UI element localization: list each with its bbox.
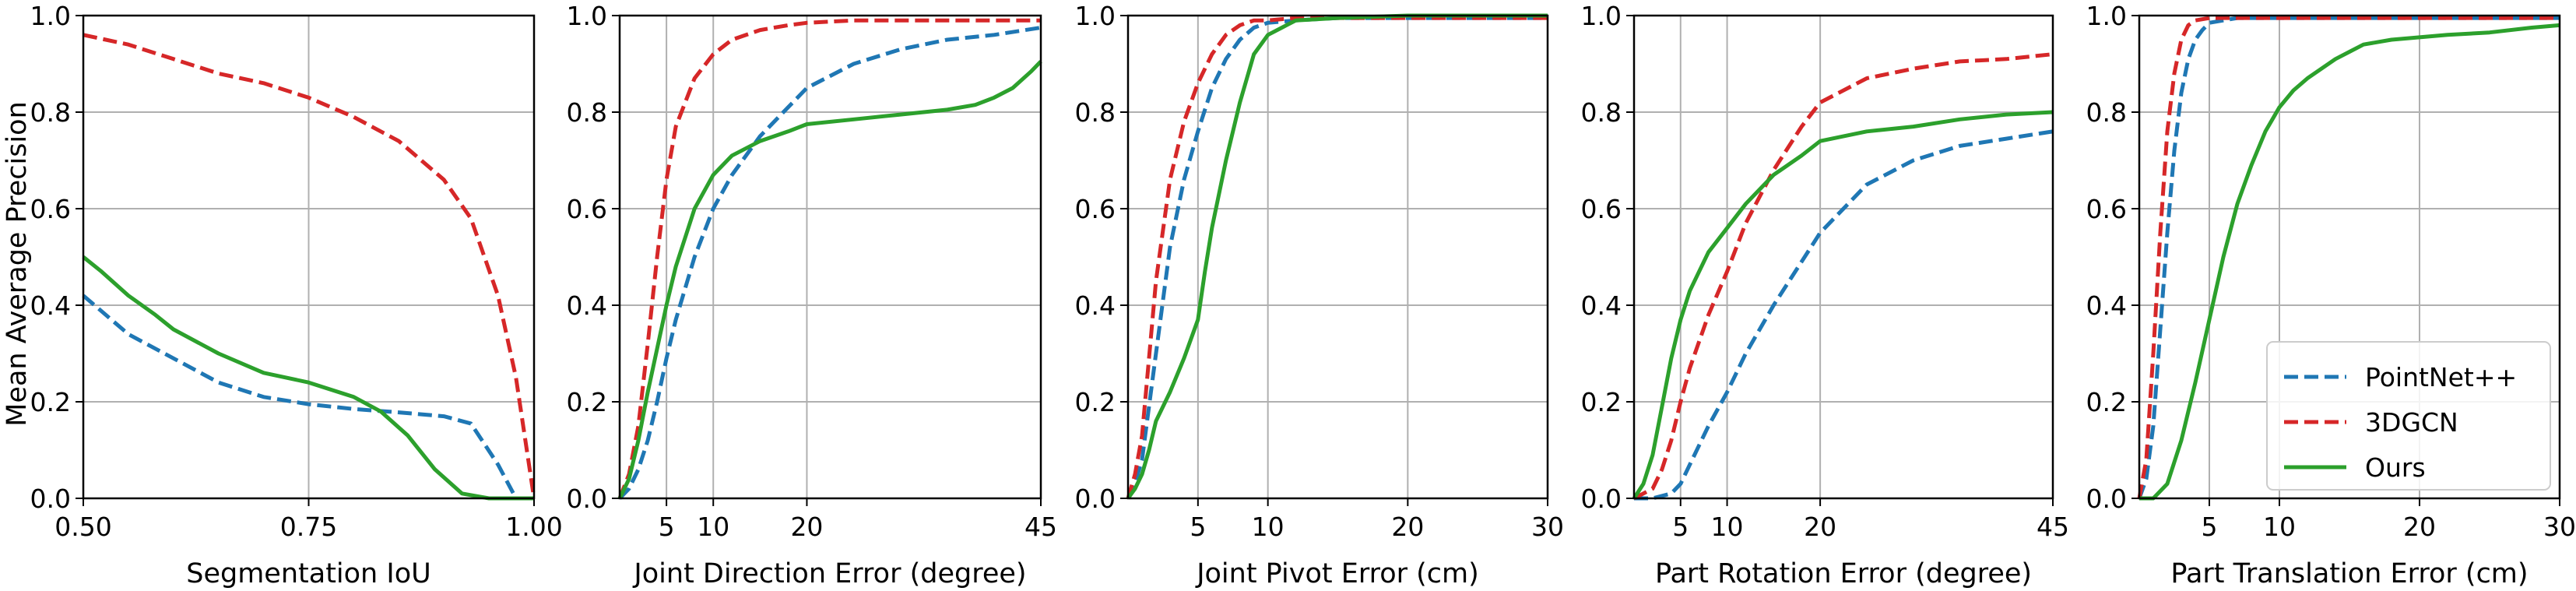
x-tick-label: 45 (1024, 512, 1057, 542)
y-tick-label: 0.2 (1075, 387, 1116, 417)
y-tick-label: 0.4 (1581, 290, 1622, 321)
series-line-ours (1632, 110, 2054, 500)
x-axis-label: Part Translation Error (cm) (2170, 558, 2528, 589)
chart-panel-5: 0.0 0.2 0.4 0.6 0.8 1.0 5 10 20 30 Part Translatio… (2086, 1, 2576, 589)
x-tick-label: 20 (790, 512, 823, 542)
y-tick-label: 1.0 (1075, 1, 1116, 31)
x-tick-label: 10 (2263, 512, 2296, 542)
plot-frame (1632, 14, 2054, 500)
y-tick-label: 0.6 (1581, 194, 1622, 224)
y-tick-label: 0.4 (30, 290, 71, 321)
y-tick-label: 0.8 (1581, 97, 1622, 128)
x-tick-label: 0.50 (54, 512, 111, 542)
plot-frame (2138, 14, 2561, 500)
y-tick-label: 0.2 (2086, 387, 2127, 417)
y-tick-label: 0.6 (1075, 194, 1116, 224)
x-tick-label: 20 (2403, 512, 2436, 542)
x-tick-label: 20 (1804, 512, 1836, 542)
y-tick-label: 0.4 (2086, 290, 2127, 321)
y-tick-label: 0.6 (567, 194, 607, 224)
y-tick-label: 1.0 (1581, 1, 1622, 31)
y-tick-label: 0.2 (1581, 387, 1622, 417)
y-tick-label: 1.0 (567, 1, 607, 31)
y-tick-label: 0.0 (1581, 484, 1622, 514)
legend-label: PointNet++ (2365, 362, 2517, 392)
x-tick-label: 45 (2037, 512, 2069, 542)
figure-y-axis-label: Mean Average Precision (2, 101, 33, 427)
series-line-pointnet- (1634, 129, 2054, 501)
series-line-3dgcn (617, 18, 1041, 499)
y-tick-label: 0.6 (2086, 194, 2127, 224)
y-tick-label: 0.8 (567, 97, 607, 128)
x-axis-label: Part Rotation Error (degree) (1655, 558, 2032, 589)
series-line-ours (2139, 23, 2560, 501)
y-tick-label: 0.0 (1075, 484, 1116, 514)
plot-frame (1126, 14, 1549, 500)
chart-panel-3: 0.0 0.2 0.4 0.6 0.8 1.0 5 10 20 30 Joint Pivot Err… (1075, 1, 1564, 589)
y-tick-label: 1.0 (2086, 1, 2127, 31)
x-tick-label: 5 (659, 512, 675, 542)
series-line-3dgcn (2137, 16, 2560, 499)
y-tick-label: 0.0 (2086, 484, 2127, 514)
y-tick-label: 0.6 (30, 194, 71, 224)
series-line-ours (82, 255, 534, 501)
chart-panel-2: 0.0 0.2 0.4 0.6 0.8 1.0 5 10 20 45 Joint Direction… (567, 1, 1057, 589)
x-tick-label: 30 (1531, 512, 1564, 542)
legend-label: Ours (2365, 452, 2426, 483)
chart-panel-1: 0.0 0.2 0.4 0.6 0.8 1.0 0.50 0.75 1.00 Segmentati… (30, 1, 563, 589)
x-tick-label: 10 (1711, 512, 1744, 542)
series-line-3dgcn (1632, 52, 2054, 501)
x-tick-label: 5 (1672, 512, 1689, 542)
x-axis-label: Joint Pivot Error (cm) (1195, 558, 1479, 589)
x-tick-label: 30 (2543, 512, 2576, 542)
x-tick-label: 10 (1252, 512, 1284, 542)
y-tick-label: 0.8 (30, 97, 71, 128)
x-tick-label: 1.00 (505, 512, 562, 542)
x-tick-label: 5 (2202, 512, 2218, 542)
plot-frame (618, 14, 1042, 500)
y-tick-label: 1.0 (30, 1, 71, 31)
legend: PointNet++ 3DGCN Ours (2266, 341, 2551, 491)
series-line-ours (1126, 13, 1548, 500)
x-tick-label: 0.75 (280, 512, 337, 542)
y-tick-label: 0.0 (30, 484, 71, 514)
x-tick-label: 20 (1391, 512, 1424, 542)
x-tick-label: 10 (697, 512, 729, 542)
series-line-3dgcn (1126, 16, 1548, 499)
y-tick-label: 0.2 (567, 387, 607, 417)
y-tick-label: 0.2 (30, 387, 71, 417)
y-tick-label: 0.8 (2086, 97, 2127, 128)
series-line-ours (617, 60, 1042, 500)
series-line-3dgcn (83, 33, 536, 499)
y-tick-label: 0.0 (567, 484, 607, 514)
x-axis-label: Joint Direction Error (degree) (632, 558, 1026, 589)
y-tick-label: 0.4 (567, 290, 607, 321)
x-axis-label: Segmentation IoU (186, 558, 431, 589)
legend-label: 3DGCN (2365, 407, 2458, 438)
y-tick-label: 0.8 (1075, 97, 1116, 128)
series-line-pointnet- (82, 294, 534, 501)
series-line-pointnet- (618, 26, 1042, 500)
series-line-pointnet- (1126, 16, 1548, 500)
y-tick-label: 0.4 (1075, 290, 1116, 321)
chart-panels: 0.0 0.2 0.4 0.6 0.8 1.0 0.50 0.75 1.00 Segmentati… (30, 1, 2576, 589)
series-line-pointnet- (2137, 16, 2560, 499)
x-tick-label: 5 (1190, 512, 1206, 542)
